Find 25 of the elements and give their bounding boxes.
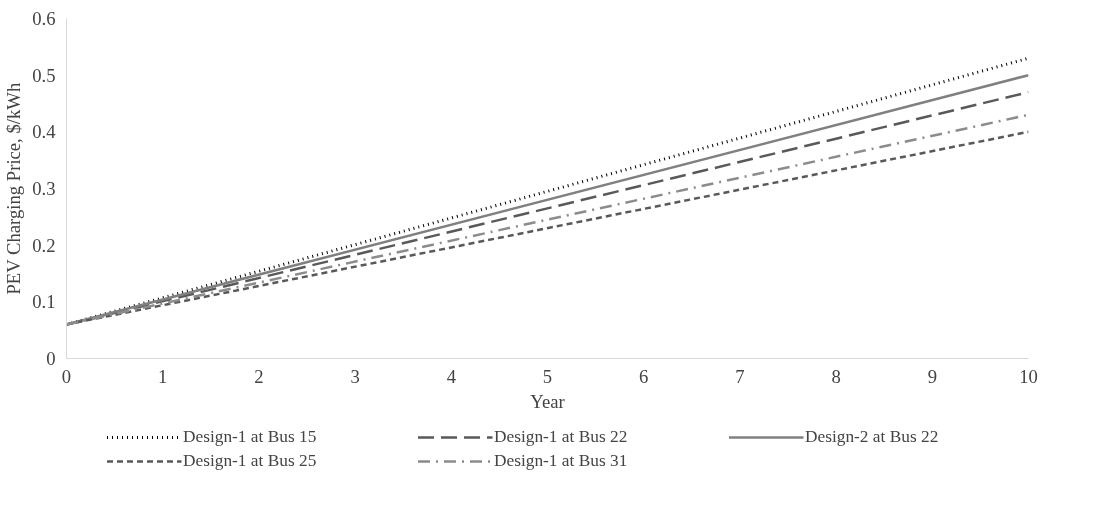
y-tick-label: 0.5	[32, 64, 56, 86]
x-tick-label: 4	[446, 365, 457, 387]
y-tick-label: 0.6	[32, 8, 56, 29]
x-tick-label: 7	[735, 365, 745, 387]
x-tick-label: 9	[927, 365, 937, 387]
y-axis-title: PEV Charging Price, $/kWh	[3, 82, 25, 295]
legend-label: Design-1 at Bus 15	[183, 427, 318, 447]
y-tick-label: 0.2	[32, 234, 56, 256]
x-tick-label: 1	[158, 365, 168, 387]
y-tick-label: 0.4	[32, 121, 57, 143]
y-tick-label: 0	[46, 348, 56, 369]
x-tick-label: 10	[1019, 365, 1038, 387]
x-tick-label: 8	[831, 365, 841, 387]
x-tick-label: 6	[639, 365, 649, 387]
x-axis-title: Year	[530, 390, 566, 412]
legend-label: Design-2 at Bus 22	[805, 427, 940, 447]
legend-label: Design-1 at Bus 25	[183, 451, 318, 471]
x-tick-label: 5	[542, 365, 553, 387]
legend-label: Design-1 at Bus 22	[494, 427, 629, 447]
y-tick-label: 0.3	[32, 178, 56, 199]
x-tick-label: 2	[254, 365, 264, 387]
x-tick-label: 0	[61, 365, 72, 387]
legend-label: Design-1 at Bus 31	[494, 451, 629, 471]
x-tick-label: 3	[350, 365, 360, 387]
y-tick-label: 0.1	[32, 291, 56, 313]
